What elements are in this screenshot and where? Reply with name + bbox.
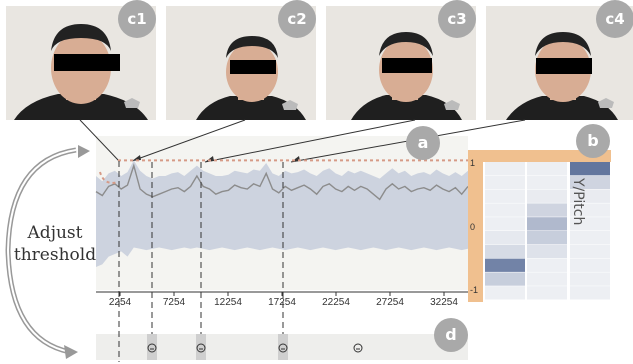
pitch-heat-cell xyxy=(527,162,567,176)
panel-badge-a: a xyxy=(406,126,440,160)
leader-line-c1 xyxy=(79,119,120,162)
pitch-heat-cell xyxy=(485,244,525,259)
pitch-heat-cell xyxy=(570,189,610,203)
pitch-heat-cell xyxy=(527,272,567,286)
pitch-heat-cell xyxy=(485,272,525,286)
x-tick-label: 22254 xyxy=(322,297,350,308)
pose-mean-line xyxy=(95,163,469,201)
leader-line-c3 xyxy=(204,119,416,163)
x-tick-label: 17254 xyxy=(268,297,296,308)
face-marker-icon xyxy=(278,343,288,353)
pitch-top-bar xyxy=(468,150,611,162)
pitch-heat-cell xyxy=(527,175,567,190)
adjust-label-line2: threshold xyxy=(13,245,97,265)
x-tick-label: 2254 xyxy=(108,297,132,308)
pitch-heat-cell xyxy=(527,286,567,300)
pitch-heat-cell xyxy=(527,258,567,272)
pitch-axis-label: Y/Pitch xyxy=(570,178,586,226)
pitch-heat-cell xyxy=(485,217,525,231)
x-tick-label: 7254 xyxy=(162,297,186,308)
x-tick-label: 27254 xyxy=(376,297,404,308)
face-marker-icon xyxy=(353,343,363,353)
panel-badge-d: d xyxy=(434,318,468,352)
pitch-heat-cell xyxy=(570,272,610,286)
event-highlight xyxy=(278,334,288,360)
pitch-axis-bar xyxy=(468,150,483,302)
pitch-tick-label: 0 xyxy=(470,222,476,232)
pitch-heat-cell xyxy=(527,189,567,203)
pitch-heat-cell xyxy=(485,189,525,203)
face-marker-icon xyxy=(147,343,157,353)
event-highlight xyxy=(147,334,157,360)
x-tick-label: 12254 xyxy=(214,297,242,308)
pitch-heat-cell xyxy=(527,231,567,245)
pitch-heat-cell xyxy=(570,175,610,190)
frame-badge-c3: c3 xyxy=(438,0,476,38)
panel-badge-b: b xyxy=(576,124,610,158)
pitch-heat-cell xyxy=(485,203,525,217)
pitch-tick-label: -1 xyxy=(470,285,479,295)
pitch-heat-cell xyxy=(485,162,525,176)
pitch-heat-cell xyxy=(485,231,525,245)
adjust-threshold-label: Adjust threshold xyxy=(12,222,98,266)
pitch-heat-cell xyxy=(570,244,610,259)
pitch-heat-cell xyxy=(570,162,610,176)
pitch-heat-cell xyxy=(527,217,567,231)
pitch-heat-cell xyxy=(527,203,567,217)
adjust-threshold-arrow xyxy=(5,147,77,355)
frame-badge-c1: c1 xyxy=(118,0,156,38)
pitch-tick-label: 1 xyxy=(470,158,476,168)
pitch-heat-cell xyxy=(485,258,525,272)
frame-badge-c2: c2 xyxy=(278,0,316,38)
adjust-label-line1: Adjust xyxy=(27,223,83,243)
pitch-heat-cell xyxy=(570,217,610,231)
face-marker-icon xyxy=(196,343,206,353)
event-highlight xyxy=(196,334,206,360)
pitch-heat-cell xyxy=(485,286,525,300)
pitch-heat-cell xyxy=(485,175,525,190)
threshold-hook xyxy=(99,171,119,184)
pitch-heat-cell xyxy=(570,231,610,245)
pitch-heat-cell xyxy=(570,286,610,300)
pitch-heat-cell xyxy=(570,203,610,217)
frame-badge-c4: c4 xyxy=(596,0,633,38)
pitch-heat-cell xyxy=(527,244,567,259)
x-tick-label: 32254 xyxy=(430,297,458,308)
leader-line-c2 xyxy=(131,119,246,162)
pitch-heat-cell xyxy=(570,258,610,272)
